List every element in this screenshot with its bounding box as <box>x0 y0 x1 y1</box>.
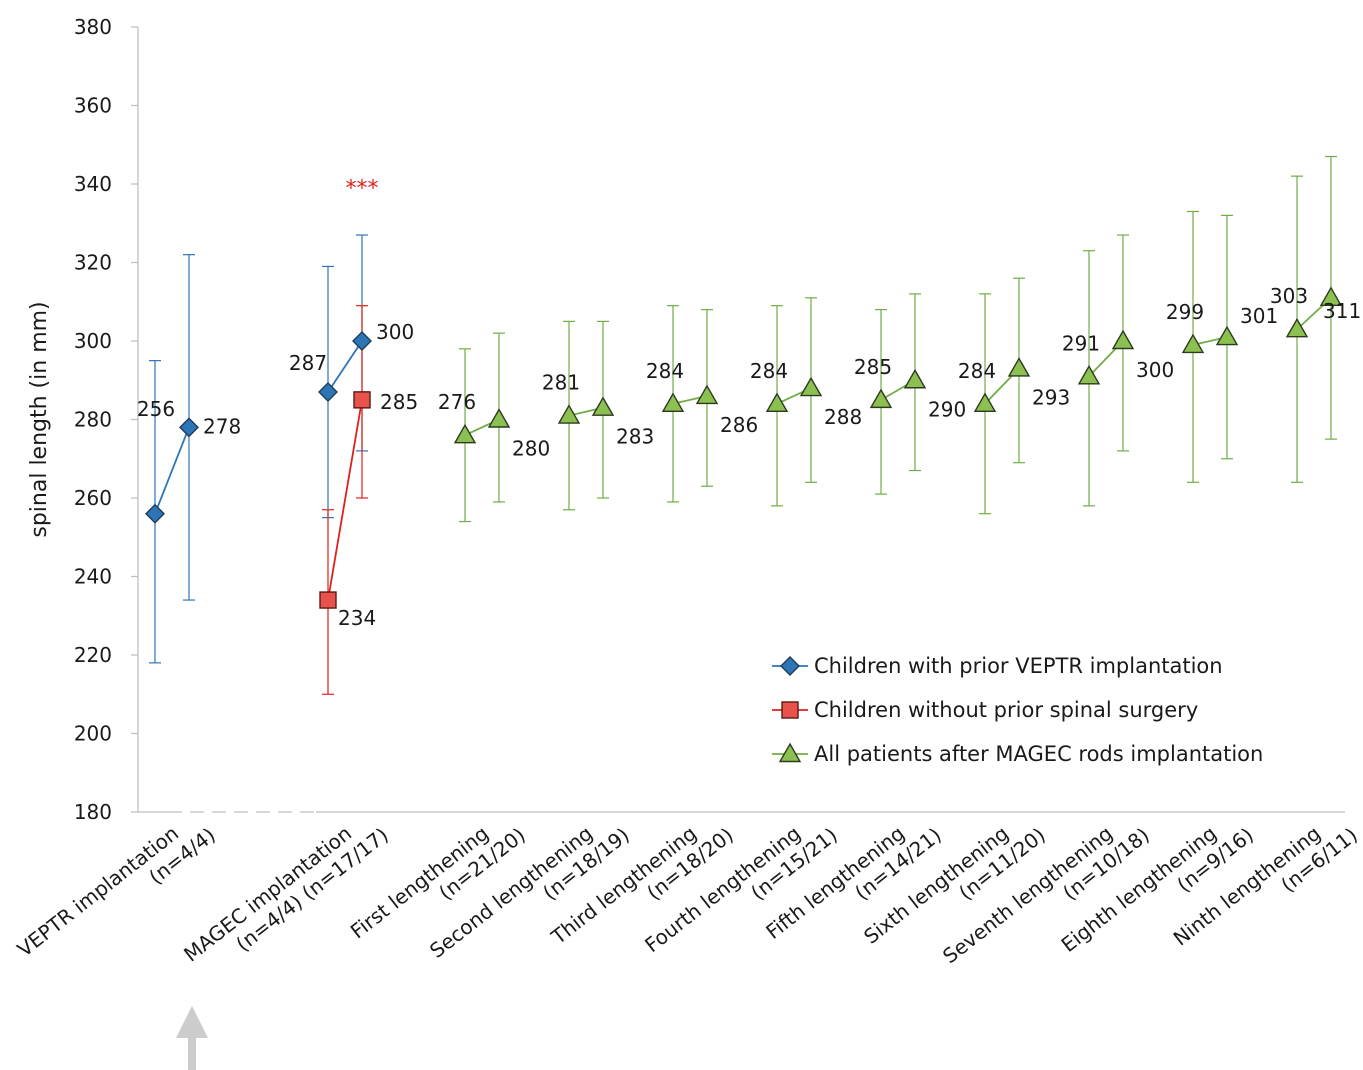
data-labels: 256 278 287 300 234 285 276 280 281 283 284 286 284 2… <box>137 284 1361 630</box>
y-tick-label: 340 <box>74 172 112 196</box>
legend-item: Children without prior spinal surgery <box>772 698 1198 722</box>
data-label: 284 <box>750 359 788 383</box>
legend-label: Children with prior VEPTR implantation <box>814 654 1223 678</box>
data-label: 301 <box>1240 304 1278 328</box>
legend-item: All patients after MAGEC rods implantati… <box>772 742 1263 766</box>
y-tick-label: 260 <box>74 486 112 510</box>
data-label: 276 <box>438 390 476 414</box>
data-label: 288 <box>824 405 862 429</box>
data-point <box>591 396 615 416</box>
series-line <box>154 427 190 515</box>
data-point <box>1077 364 1101 385</box>
data-label: 300 <box>376 320 414 344</box>
data-label: 284 <box>958 359 996 383</box>
legend-marker <box>778 742 802 763</box>
significance-marker: *** <box>346 177 379 202</box>
legend: Children with prior VEPTR implantation Ch… <box>772 654 1263 766</box>
data-point <box>1007 357 1031 377</box>
legend-marker <box>781 701 799 719</box>
data-point <box>145 503 165 524</box>
y-tick-label: 320 <box>74 251 112 275</box>
y-tick-label: 180 <box>74 800 112 824</box>
data-point <box>903 368 927 389</box>
data-point <box>765 392 789 412</box>
data-point <box>352 331 372 351</box>
data-point <box>695 384 719 405</box>
data-label: 283 <box>616 425 654 449</box>
legend-item: Children with prior VEPTR implantation <box>772 654 1223 678</box>
data-point <box>1111 329 1135 350</box>
legend-marker <box>780 656 800 676</box>
y-tick-label: 300 <box>74 329 112 353</box>
markers <box>145 286 1343 609</box>
data-label: 303 <box>1270 284 1308 308</box>
annotations: *** <box>176 177 379 1070</box>
data-point <box>1181 333 1205 354</box>
data-point <box>661 392 685 412</box>
data-label: 286 <box>720 413 758 437</box>
y-tick-label: 360 <box>74 94 112 118</box>
data-point <box>1215 325 1239 346</box>
category-label-line1: VEPTR implantation <box>13 821 183 961</box>
data-label: 291 <box>1062 331 1100 355</box>
y-tick-label: 200 <box>74 722 112 746</box>
data-point <box>869 388 893 409</box>
data-point <box>179 417 199 438</box>
data-label: 285 <box>380 390 418 414</box>
data-label: 287 <box>289 351 327 375</box>
y-tick-label: 380 <box>74 15 112 39</box>
data-label: 311 <box>1323 299 1361 323</box>
data-point <box>973 392 997 412</box>
series-line <box>327 399 363 601</box>
category-labels: VEPTR implantation(n=4/4)MAGEC implantat… <box>13 821 1362 968</box>
data-point <box>799 376 823 397</box>
y-axis-title: spinal length (in mm) <box>27 301 52 537</box>
y-tick-label: 240 <box>74 565 112 589</box>
data-point <box>318 382 338 403</box>
y-tick-label: 280 <box>74 408 112 432</box>
data-point <box>487 408 511 428</box>
data-point <box>353 391 371 409</box>
pointer-arrow-icon <box>176 1006 208 1070</box>
data-point <box>1285 317 1309 338</box>
series-line <box>327 340 363 393</box>
legend-label: Children without prior spinal surgery <box>814 698 1198 722</box>
data-point <box>453 423 477 444</box>
data-point <box>557 404 581 424</box>
data-label: 299 <box>1166 300 1204 324</box>
data-label: 280 <box>512 437 550 461</box>
data-label: 278 <box>203 414 241 438</box>
data-label: 285 <box>854 355 892 379</box>
data-label: 293 <box>1032 385 1070 409</box>
data-label: 284 <box>646 359 684 383</box>
data-point <box>319 591 337 609</box>
data-label: 256 <box>137 397 175 421</box>
legend-label: All patients after MAGEC rods implantati… <box>814 742 1263 766</box>
axes: 180 200 220 240 260 280 300 320 340 360 380 spinal … <box>27 15 1345 824</box>
data-label: 290 <box>928 397 966 421</box>
data-label: 281 <box>542 371 580 395</box>
data-label: 234 <box>338 606 376 630</box>
data-label: 300 <box>1136 358 1174 382</box>
y-tick-label: 220 <box>74 643 112 667</box>
data-point <box>1319 286 1343 307</box>
series-lines <box>154 297 1332 601</box>
